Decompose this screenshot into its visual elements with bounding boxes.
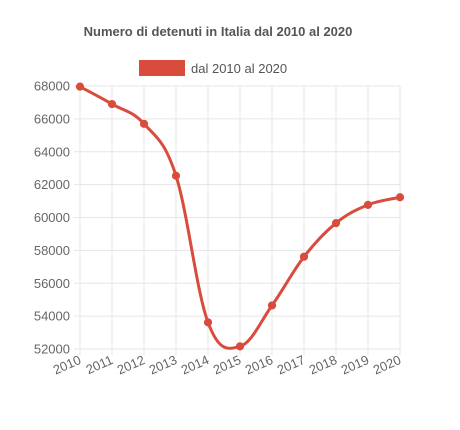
y-axis-tick-labels: 52000 54000 56000 58000 60000 62000 64000 66000… <box>34 79 70 357</box>
x-tick-label: 2013 <box>147 352 180 377</box>
x-tick-label: 2017 <box>275 352 308 377</box>
y-tick-label: 54000 <box>34 309 70 324</box>
x-tick-label: 2015 <box>211 352 244 377</box>
x-tick-label: 2020 <box>371 352 404 377</box>
y-tick-label: 64000 <box>34 144 70 159</box>
y-tick-label: 68000 <box>34 79 70 94</box>
data-point[interactable] <box>75 82 85 91</box>
x-axis-tick-labels: 2010 2011 2012 2013 2014 2015 2016 2017 2018 2019… <box>51 352 404 377</box>
series-layer <box>75 82 405 351</box>
y-tick-label: 56000 <box>34 276 70 291</box>
data-point[interactable] <box>203 318 213 327</box>
x-tick-label: 2014 <box>179 352 212 377</box>
legend-label: dal 2010 al 2020 <box>191 61 287 76</box>
data-point[interactable] <box>235 342 245 351</box>
chart-title: Numero di detenuti in Italia dal 2010 al… <box>84 24 353 39</box>
data-point[interactable] <box>363 200 373 209</box>
x-tick-label: 2018 <box>307 352 340 377</box>
y-tick-label: 62000 <box>34 177 70 192</box>
data-point[interactable] <box>107 99 117 109</box>
data-point[interactable] <box>395 193 405 202</box>
x-tick-label: 2011 <box>84 352 116 377</box>
grid <box>74 85 401 355</box>
y-tick-label: 66000 <box>34 111 70 126</box>
data-point[interactable] <box>267 301 277 310</box>
data-point[interactable] <box>299 252 309 261</box>
data-point[interactable] <box>171 171 181 180</box>
data-point[interactable] <box>139 119 149 128</box>
y-tick-label: 52000 <box>34 342 70 357</box>
data-point[interactable] <box>331 218 341 228</box>
x-tick-label: 2012 <box>115 352 148 377</box>
legend[interactable]: dal 2010 al 2020 <box>139 60 287 76</box>
y-tick-label: 60000 <box>34 210 70 225</box>
x-tick-label: 2019 <box>339 352 372 377</box>
x-tick-label: 2016 <box>243 352 276 377</box>
y-tick-label: 58000 <box>34 243 70 258</box>
series-line <box>78 85 402 350</box>
legend-swatch <box>139 60 185 76</box>
